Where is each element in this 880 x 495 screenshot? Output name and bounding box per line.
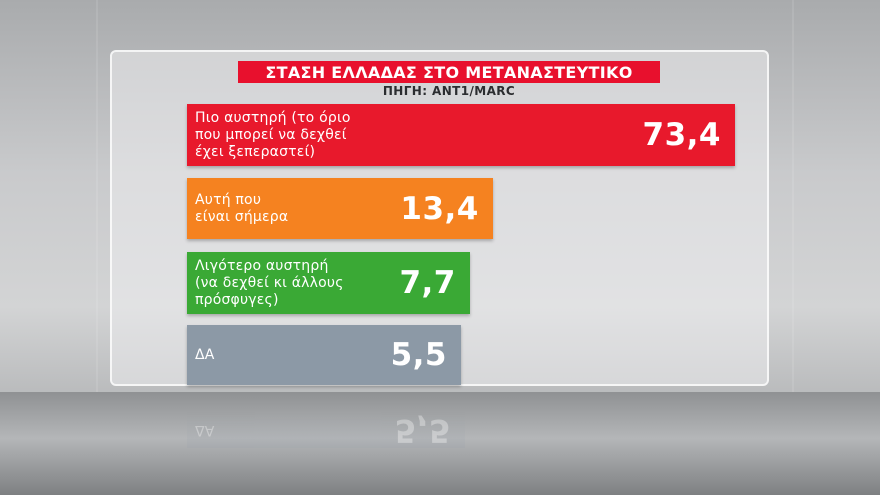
bar-reflection: ΔΑ 5,5 bbox=[187, 412, 465, 448]
background-stripe bbox=[96, 0, 98, 392]
bar-value: 13,4 bbox=[400, 190, 479, 227]
bar-label: ΔΑ bbox=[195, 346, 215, 363]
bar: Πιο αυστηρή (το όριο που μπορεί να δεχθε… bbox=[187, 104, 735, 166]
bar-label: Πιο αυστηρή (το όριο που μπορεί να δεχθε… bbox=[195, 109, 351, 160]
chart-title: ΣΤΑΣΗ ΕΛΛΑΔΑΣ ΣΤΟ ΜΕΤΑΝΑΣΤΕΥΤΙΚΟ bbox=[238, 61, 660, 83]
studio-floor bbox=[0, 392, 880, 495]
bar-value: 73,4 bbox=[642, 117, 721, 153]
chart-source: ΠΗΓΗ: ANT1/MARC bbox=[382, 84, 516, 98]
reflection-value: 5,5 bbox=[394, 412, 451, 448]
bar-value: 7,7 bbox=[399, 265, 456, 301]
bar: Αυτή που είναι σήμερα 13,4 bbox=[187, 178, 493, 239]
bar-value: 5,5 bbox=[390, 337, 447, 373]
bar: Λιγότερο αυστηρή (να δεχθεί κι άλλους πρ… bbox=[187, 252, 470, 314]
bar: ΔΑ 5,5 bbox=[187, 325, 461, 385]
background-stripe bbox=[792, 0, 794, 392]
bar-label: Λιγότερο αυστηρή (να δεχθεί κι άλλους πρ… bbox=[195, 257, 344, 308]
bar-label: Αυτή που είναι σήμερα bbox=[195, 191, 289, 225]
reflection-label: ΔΑ bbox=[195, 422, 215, 439]
